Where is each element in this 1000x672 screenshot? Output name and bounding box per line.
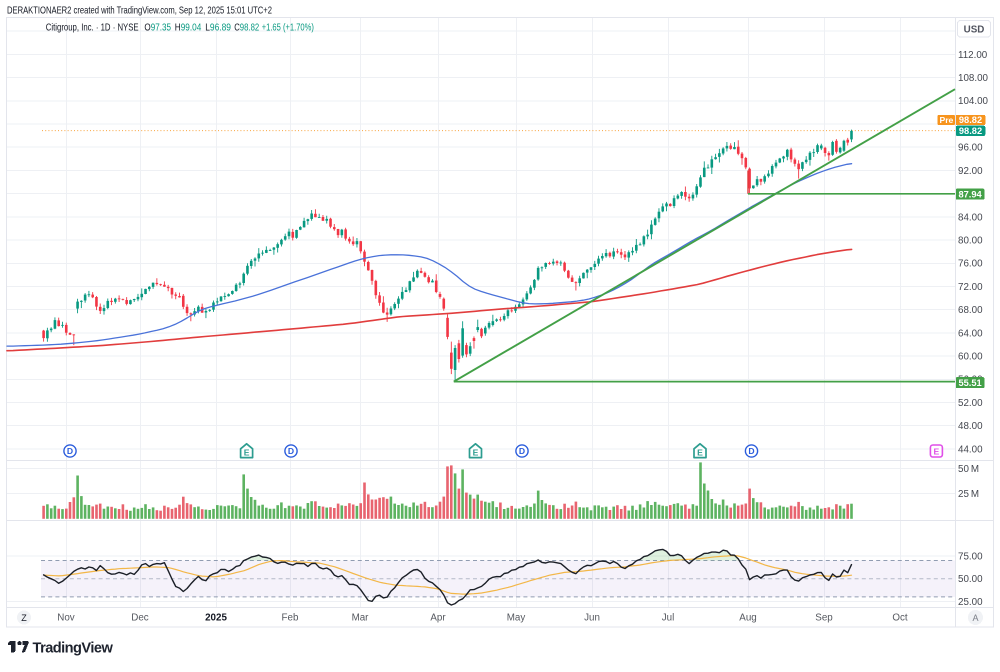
svg-text:Citigroup, Inc. · 1D · NYSE: Citigroup, Inc. · 1D · NYSE	[46, 22, 139, 33]
svg-text:76.00: 76.00	[958, 259, 983, 270]
svg-text:May: May	[507, 613, 526, 624]
svg-text:O97.35: O97.35	[144, 22, 171, 33]
svg-text:87.94: 87.94	[958, 189, 982, 199]
svg-text:E: E	[934, 446, 940, 456]
svg-text:C98.82: C98.82	[234, 22, 259, 33]
svg-text:25.00: 25.00	[958, 597, 983, 608]
svg-text:Apr: Apr	[430, 613, 446, 624]
svg-text:98.82: 98.82	[959, 126, 982, 136]
svg-text:Z: Z	[21, 613, 27, 623]
svg-text:84.00: 84.00	[958, 212, 983, 223]
svg-text:68.00: 68.00	[958, 305, 983, 316]
svg-text:E: E	[697, 447, 703, 457]
svg-text:USD: USD	[964, 25, 985, 36]
svg-text:52.00: 52.00	[958, 398, 983, 409]
svg-text:96.00: 96.00	[958, 143, 983, 154]
svg-text:Sep: Sep	[815, 613, 833, 624]
svg-text:50.00: 50.00	[958, 574, 983, 585]
svg-text:Oct: Oct	[892, 613, 908, 624]
svg-text:+1.65 (+1.70%): +1.65 (+1.70%)	[262, 22, 314, 33]
svg-text:D: D	[748, 446, 754, 456]
svg-text:Pre: Pre	[939, 115, 953, 125]
svg-text:72.00: 72.00	[958, 282, 983, 293]
svg-text:L96.89: L96.89	[205, 22, 231, 33]
svg-text:112.00: 112.00	[958, 50, 988, 61]
svg-text:Nov: Nov	[57, 613, 75, 624]
svg-text:2025: 2025	[205, 613, 227, 624]
svg-text:98.82: 98.82	[959, 115, 982, 125]
svg-text:Mar: Mar	[352, 613, 370, 624]
svg-text:25 M: 25 M	[958, 489, 979, 500]
svg-text:108.00: 108.00	[958, 73, 989, 84]
svg-text:44.00: 44.00	[958, 444, 983, 455]
svg-text:48.00: 48.00	[958, 421, 983, 432]
svg-text:55.51: 55.51	[958, 378, 981, 388]
svg-text:Aug: Aug	[739, 613, 756, 624]
svg-text:80.00: 80.00	[958, 236, 983, 247]
svg-text:Jul: Jul	[662, 613, 675, 624]
svg-text:104.00: 104.00	[958, 96, 989, 107]
svg-text:Feb: Feb	[282, 613, 299, 624]
svg-text:E: E	[244, 447, 250, 457]
svg-text:D: D	[519, 446, 525, 456]
svg-text:50 M: 50 M	[958, 464, 979, 475]
svg-text:64.00: 64.00	[958, 328, 983, 339]
svg-text:DERAKTIONAER2 created with Tra: DERAKTIONAER2 created with TradingView.c…	[7, 5, 272, 16]
svg-text:60.00: 60.00	[958, 352, 983, 363]
svg-text:75.00: 75.00	[958, 551, 983, 562]
svg-text:H99.04: H99.04	[175, 22, 202, 33]
svg-text:D: D	[288, 446, 294, 456]
svg-text:Dec: Dec	[131, 613, 149, 624]
svg-text:E: E	[473, 447, 479, 457]
svg-text:TradingView: TradingView	[33, 641, 114, 657]
svg-text:D: D	[67, 446, 73, 456]
svg-text:92.00: 92.00	[958, 166, 983, 177]
svg-text:Jun: Jun	[584, 613, 600, 624]
svg-text:A: A	[972, 613, 978, 623]
